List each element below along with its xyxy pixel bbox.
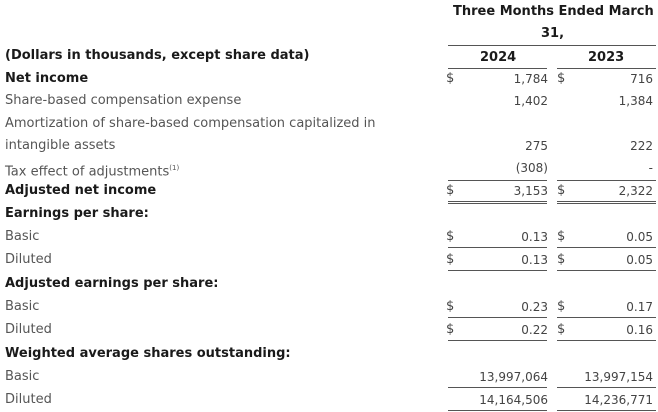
row-label-share-based-comp: Share-based compensation expense bbox=[5, 93, 242, 108]
dollar-sign: $ bbox=[446, 252, 455, 267]
eps-diluted-2024: 0.13 bbox=[521, 253, 548, 267]
shares-diluted-2023: 14,236,771 bbox=[584, 393, 653, 407]
shares-diluted-2024: 14,164,506 bbox=[479, 393, 548, 407]
dollar-sign: $ bbox=[446, 322, 455, 337]
shares-diluted-rule-2024 bbox=[448, 410, 547, 411]
share-based-comp-2024: 1,402 bbox=[513, 94, 548, 108]
subtotal-rule-2023 bbox=[557, 180, 656, 181]
eps-basic-2023: 0.05 bbox=[626, 230, 653, 244]
total-rule-2024 bbox=[448, 201, 547, 202]
shares-diluted-rule-2023 bbox=[557, 410, 656, 411]
tax-effect-2024: (308) bbox=[515, 161, 548, 175]
dollar-sign: $ bbox=[557, 183, 566, 198]
adjusted-net-income-2024: 3,153 bbox=[513, 184, 548, 198]
adj-eps-diluted-2024: 0.22 bbox=[521, 323, 548, 337]
shares-basic-rule-2024 bbox=[448, 387, 547, 388]
section-label-adjusted-eps: Adjusted earnings per share: bbox=[5, 276, 219, 291]
dollar-sign: $ bbox=[446, 183, 455, 198]
adj-eps-basic-2024: 0.23 bbox=[521, 300, 548, 314]
column-rule-2023 bbox=[557, 68, 656, 69]
eps-basic-2024: 0.13 bbox=[521, 230, 548, 244]
dollar-sign: $ bbox=[446, 299, 455, 314]
column-header-2024: 2024 bbox=[480, 50, 517, 65]
row-label-adjusted-net-income: Adjusted net income bbox=[5, 183, 157, 198]
tax-effect-2023: - bbox=[648, 161, 653, 175]
footnote-marker: (1) bbox=[169, 164, 180, 172]
dollar-sign: $ bbox=[557, 229, 566, 244]
eps-diluted-rule-2023 bbox=[557, 270, 656, 271]
total-double-rule-2023 bbox=[557, 203, 656, 204]
dollar-sign: $ bbox=[446, 229, 455, 244]
column-rule-2024 bbox=[448, 68, 547, 69]
row-label-adj-eps-basic: Basic bbox=[5, 299, 40, 314]
row-label-amortization-line1: Amortization of share-based compensation… bbox=[5, 116, 376, 131]
shares-basic-2023: 13,997,154 bbox=[584, 370, 653, 384]
eps-diluted-2023: 0.05 bbox=[626, 253, 653, 267]
section-label-eps: Earnings per share: bbox=[5, 206, 149, 221]
header-rule bbox=[448, 45, 656, 46]
column-header-2023: 2023 bbox=[588, 50, 625, 65]
dollar-sign: $ bbox=[557, 299, 566, 314]
dollar-sign: $ bbox=[557, 71, 566, 86]
amortization-2023: 222 bbox=[630, 139, 653, 153]
row-label-amortization-line2: intangible assets bbox=[5, 138, 116, 153]
row-label-tax-effect: Tax effect of adjustments(1) bbox=[5, 159, 179, 181]
eps-basic-rule-2023 bbox=[557, 247, 656, 248]
adj-eps-diluted-rule-2023 bbox=[557, 340, 656, 341]
shares-basic-2024: 13,997,064 bbox=[479, 370, 548, 384]
net-income-2023: 716 bbox=[630, 72, 653, 86]
dollar-sign: $ bbox=[557, 252, 566, 267]
adjusted-net-income-2023: 2,322 bbox=[618, 184, 653, 198]
dollar-sign: $ bbox=[557, 322, 566, 337]
period-header-line1: Three Months Ended March bbox=[453, 4, 654, 19]
total-double-rule-2024 bbox=[448, 203, 547, 204]
total-rule-2023 bbox=[557, 201, 656, 202]
net-income-2024: 1,784 bbox=[513, 72, 548, 86]
row-label-adj-eps-diluted: Diluted bbox=[5, 322, 52, 337]
period-header-line2: 31, bbox=[541, 26, 565, 41]
adj-eps-diluted-2023: 0.16 bbox=[626, 323, 653, 337]
adj-eps-diluted-rule-2024 bbox=[448, 340, 547, 341]
section-label-weighted-shares: Weighted average shares outstanding: bbox=[5, 346, 291, 361]
row-label-shares-diluted: Diluted bbox=[5, 392, 52, 407]
dollar-sign: $ bbox=[446, 71, 455, 86]
adj-eps-basic-2023: 0.17 bbox=[626, 300, 653, 314]
row-label-eps-diluted: Diluted bbox=[5, 252, 52, 267]
eps-diluted-rule-2024 bbox=[448, 270, 547, 271]
row-label-eps-basic: Basic bbox=[5, 229, 40, 244]
adj-eps-basic-rule-2024 bbox=[448, 317, 547, 318]
row-label-net-income: Net income bbox=[5, 71, 89, 86]
row-label-shares-basic: Basic bbox=[5, 369, 40, 384]
adj-eps-basic-rule-2023 bbox=[557, 317, 656, 318]
shares-basic-rule-2023 bbox=[557, 387, 656, 388]
units-caption: (Dollars in thousands, except share data… bbox=[5, 48, 310, 63]
share-based-comp-2023: 1,384 bbox=[618, 94, 653, 108]
tax-effect-text: Tax effect of adjustments bbox=[5, 164, 170, 180]
subtotal-rule-2024 bbox=[448, 180, 547, 181]
eps-basic-rule-2024 bbox=[448, 247, 547, 248]
amortization-2024: 275 bbox=[525, 139, 548, 153]
